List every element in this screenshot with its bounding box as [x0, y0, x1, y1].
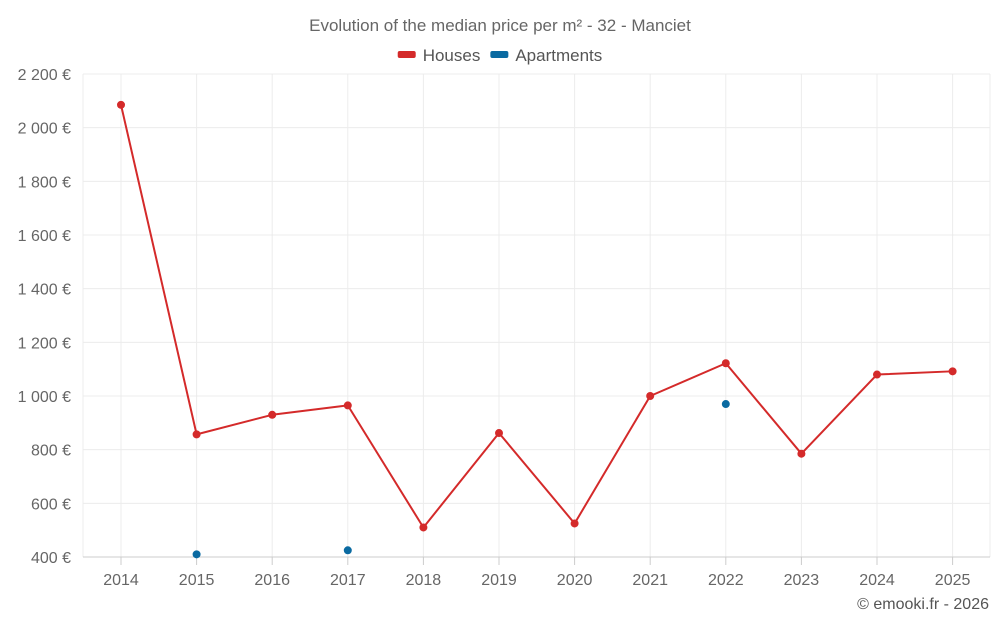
y-tick-label: 1 600 €: [18, 228, 71, 245]
x-tick-label: 2017: [330, 572, 366, 589]
houses-point[interactable]: [343, 401, 352, 410]
x-tick-label: 2019: [481, 572, 517, 589]
houses-point[interactable]: [192, 430, 201, 439]
x-tick-label: 2015: [179, 572, 215, 589]
houses-point[interactable]: [268, 410, 277, 419]
apartments-point[interactable]: [721, 400, 730, 409]
y-axis-ticks: 400 € 600 € 800 € 1 000 € 1 200 € 1 400 € 1 60…: [18, 67, 71, 567]
x-tick-label: 2023: [784, 572, 820, 589]
x-tick-label: 2022: [708, 572, 744, 589]
y-tick-label: 400 €: [31, 550, 71, 567]
x-tick-label: 2024: [859, 572, 895, 589]
houses-point[interactable]: [948, 367, 957, 376]
houses-point[interactable]: [570, 519, 579, 528]
x-tick-label: 2025: [935, 572, 971, 589]
y-tick-label: 1 800 €: [18, 174, 71, 191]
y-tick-label: 1 400 €: [18, 282, 71, 299]
houses-point[interactable]: [419, 523, 428, 532]
series-layer: [117, 100, 957, 559]
y-tick-label: 800 €: [31, 443, 71, 460]
y-tick-label: 600 €: [31, 496, 71, 513]
credit-text: © emooki.fr - 2026: [857, 596, 989, 613]
houses-line: [120, 104, 953, 529]
chart-title: Evolution of the median price per m² - 3…: [309, 16, 691, 35]
houses-point[interactable]: [873, 370, 881, 379]
x-tick-label: 2021: [632, 572, 668, 589]
legend-item-apartments[interactable]: Apartments: [490, 46, 602, 65]
x-tick-label: 2014: [103, 572, 139, 589]
legend-swatch-apartments: [490, 51, 509, 58]
x-tick-label: 2016: [254, 572, 290, 589]
series-apartments: [192, 400, 730, 559]
houses-point[interactable]: [721, 359, 730, 368]
x-axis-ticks: 2014 2015 2016 2017 2018 2019 2020 2021 2022 2023…: [103, 557, 970, 589]
x-tick-label: 2018: [406, 572, 442, 589]
legend-label-houses: Houses: [423, 46, 481, 65]
y-tick-label: 1 000 €: [18, 389, 71, 406]
x-tick-label: 2020: [557, 572, 593, 589]
houses-point[interactable]: [646, 392, 655, 400]
houses-point[interactable]: [495, 429, 503, 438]
y-tick-label: 1 200 €: [18, 335, 71, 352]
houses-point[interactable]: [797, 449, 806, 458]
legend-swatch-houses: [397, 51, 416, 58]
apartments-point[interactable]: [192, 550, 201, 559]
grid: [82, 73, 991, 558]
legend: Houses Apartments: [397, 46, 602, 65]
legend-item-houses[interactable]: Houses: [397, 46, 481, 65]
series-houses: [117, 100, 957, 532]
houses-point[interactable]: [117, 100, 125, 109]
legend-label-apartments: Apartments: [515, 46, 602, 65]
y-tick-label: 2 200 €: [18, 67, 71, 84]
apartments-point[interactable]: [343, 546, 352, 555]
y-tick-label: 2 000 €: [18, 121, 71, 138]
